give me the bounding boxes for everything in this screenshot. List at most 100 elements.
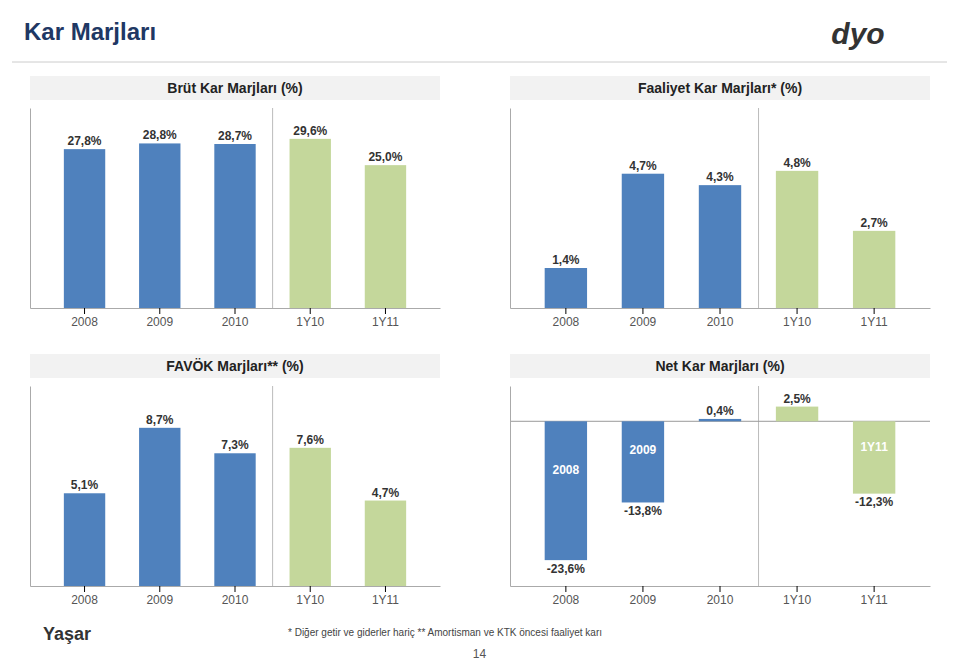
bars	[545, 407, 896, 561]
x-tick-label: 2009	[146, 593, 173, 607]
data-label: -12,3%	[855, 495, 893, 509]
bar	[290, 448, 331, 586]
x-tick: 2008	[71, 308, 98, 329]
bar	[853, 421, 895, 493]
bar	[214, 144, 255, 308]
x-tick-mark	[874, 586, 875, 592]
x-tick-mark	[385, 586, 386, 592]
x-axis: 2008200920101Y101Y11	[511, 308, 931, 329]
bar	[139, 428, 180, 586]
x-tick: 2009	[146, 308, 173, 329]
bar	[545, 268, 587, 308]
bars	[545, 171, 896, 308]
x-tick-mark	[310, 586, 311, 592]
x-tick-mark	[235, 586, 236, 592]
chart: Faaliyet Kar Marjları* (%)2008200920101Y…	[510, 76, 931, 329]
y-axis-line	[30, 387, 31, 587]
x-tick-mark	[565, 308, 566, 314]
bar	[699, 419, 741, 421]
x-tick-label: 1Y11	[372, 315, 399, 329]
chart-title: FAVÖK Marjları** (%)	[166, 358, 303, 374]
x-tick: 2010	[707, 308, 734, 329]
x-tick-mark	[385, 308, 386, 314]
x-tick-mark	[797, 586, 798, 592]
data-label: 25,0%	[368, 150, 402, 164]
x-tick-label: 2008	[553, 593, 580, 607]
page-number: 14	[473, 647, 487, 661]
x-tick: 1Y11	[372, 586, 399, 607]
data-label: 4,8%	[783, 156, 811, 170]
chart-header	[30, 354, 440, 378]
x-tick-label: 2009	[146, 315, 173, 329]
chart-header	[510, 354, 930, 378]
y-axis	[30, 109, 31, 309]
x-tick: 1Y10	[783, 308, 811, 329]
data-labels: -23,6%-13,8%0,4%2,5%-12,3%	[547, 392, 894, 576]
x-tick: 2010	[707, 586, 734, 607]
y-axis	[510, 109, 511, 309]
x-tick-label: 2010	[222, 593, 249, 607]
y-axis-line	[30, 109, 31, 309]
footnote: * Diğer getir ve giderler hariç ** Amort…	[288, 627, 602, 638]
data-label: 5,1%	[71, 478, 99, 492]
bar	[290, 139, 331, 308]
chart-header	[30, 76, 440, 100]
data-label: 7,6%	[297, 433, 325, 447]
data-label: 0,4%	[706, 404, 734, 418]
chart: Brüt Kar Marjları (%)2008200920101Y101Y1…	[30, 76, 441, 329]
bar	[64, 493, 105, 586]
x-tick-label: 2010	[222, 315, 249, 329]
chart-title: Net Kar Marjları (%)	[655, 358, 784, 374]
bar	[853, 231, 895, 308]
x-tick: 2009	[630, 308, 657, 329]
x-tick: 2008	[553, 586, 580, 607]
divider	[272, 108, 273, 308]
x-tick: 1Y11	[861, 308, 888, 329]
y-axis	[30, 387, 31, 587]
page: Kar MarjlarıdyoYaşar* Diğer getir ve gid…	[0, 0, 959, 667]
bar	[622, 421, 664, 502]
data-label: 4,7%	[629, 159, 657, 173]
data-label: 29,6%	[293, 124, 327, 138]
x-tick: 2008	[71, 586, 98, 607]
logo-text: dyo	[831, 17, 884, 50]
y-axis-line	[510, 387, 511, 587]
bar-annotation: 2009	[630, 443, 657, 457]
bar	[545, 421, 587, 560]
data-label: 28,7%	[218, 129, 252, 143]
x-tick-label: 1Y11	[372, 593, 399, 607]
data-label: 27,8%	[68, 134, 102, 148]
data-label: 2,7%	[860, 216, 888, 230]
bars	[64, 139, 406, 308]
divider	[758, 108, 759, 308]
x-tick: 1Y11	[861, 586, 888, 607]
data-labels: 5,1%8,7%7,3%7,6%4,7%	[71, 413, 400, 500]
bar	[699, 185, 741, 308]
x-tick-mark	[642, 586, 643, 592]
x-axis: 2008200920101Y101Y11	[511, 586, 931, 607]
data-label: 28,8%	[143, 128, 177, 142]
data-label: -13,8%	[624, 504, 662, 518]
data-label: 4,7%	[372, 486, 400, 500]
divider	[758, 386, 759, 586]
bar	[214, 453, 255, 586]
x-tick-label: 1Y11	[861, 593, 888, 607]
x-tick-mark	[84, 308, 85, 314]
chart-header	[510, 76, 930, 100]
bar	[622, 174, 664, 308]
x-tick-mark	[235, 308, 236, 314]
x-tick-label: 2010	[707, 593, 734, 607]
x-tick-label: 1Y11	[861, 315, 888, 329]
y-axis-line	[510, 109, 511, 309]
data-label: 7,3%	[221, 438, 249, 452]
x-tick: 1Y10	[296, 308, 324, 329]
x-tick: 2010	[222, 308, 249, 329]
x-tick-mark	[565, 586, 566, 592]
bar	[365, 165, 406, 308]
logo-text: Yaşar	[43, 624, 91, 644]
data-label: 4,3%	[706, 170, 734, 184]
bar	[64, 149, 105, 308]
x-tick-label: 1Y10	[783, 315, 811, 329]
data-label: 1,4%	[552, 253, 580, 267]
x-tick: 1Y10	[783, 586, 811, 607]
